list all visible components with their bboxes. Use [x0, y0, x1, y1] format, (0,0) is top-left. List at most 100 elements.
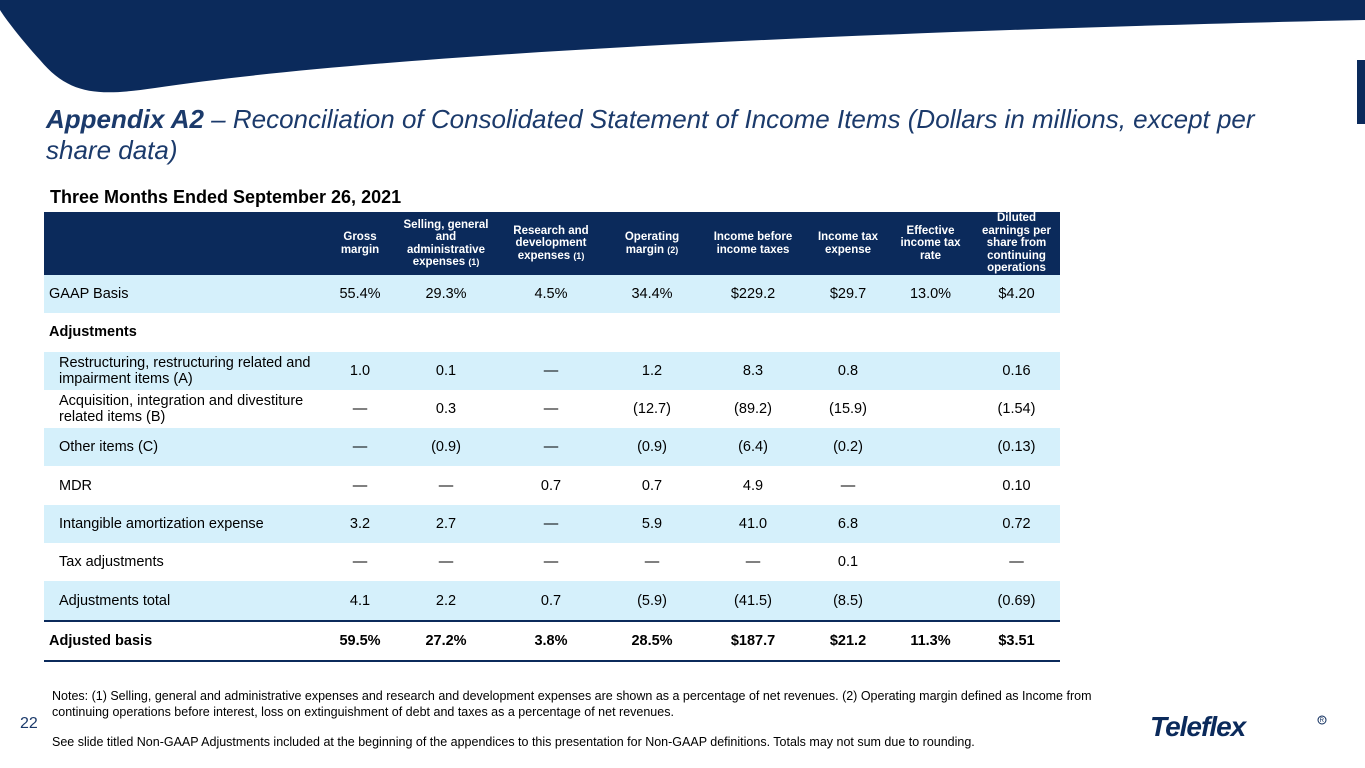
cell: — [496, 504, 606, 544]
cell [324, 313, 396, 351]
cell: — [352, 401, 368, 418]
edge-accent-bar [1357, 60, 1365, 124]
table-row: Adjusted basis 59.5% 27.2% 3.8% 28.5% $1… [44, 620, 1060, 662]
cell: 55.4% [324, 275, 396, 314]
cell [888, 543, 973, 581]
cell [888, 390, 973, 428]
table-period-heading: Three Months Ended September 26, 2021 [50, 187, 402, 207]
header-cell: Gross margin [324, 212, 396, 275]
cell: (6.4) [698, 428, 808, 467]
cell: 13.0% [888, 275, 973, 314]
cell: — [438, 554, 454, 571]
table-row: Adjustments [44, 313, 1060, 351]
header-cell: Diluted earnings per share from continui… [973, 212, 1060, 275]
table-row: Other items (C) — (0.9) — (0.9) (6.4) (0… [44, 428, 1060, 467]
cell [698, 313, 808, 351]
cell: 4.9 [742, 477, 764, 494]
cell: 2.2 [396, 581, 496, 622]
cell: (0.9) [606, 428, 698, 467]
cell: 0.7 [641, 477, 663, 494]
row-label: Intangible amortization expense [44, 504, 324, 544]
title-bold: Appendix A2 [46, 104, 204, 134]
cell: 8.3 [698, 351, 808, 390]
page-title: Appendix A2 – Reconciliation of Consolid… [46, 104, 1326, 166]
cell: 28.5% [606, 620, 698, 662]
cell: 0.3 [435, 401, 457, 418]
cell: (41.5) [698, 581, 808, 622]
cell: (8.5) [808, 581, 888, 622]
cell: 0.8 [808, 351, 888, 390]
cell: — [352, 554, 368, 571]
cell: $3.51 [973, 620, 1060, 662]
page-number: 22 [20, 715, 38, 732]
cell: — [352, 477, 368, 494]
cell: $4.20 [973, 275, 1060, 314]
header-banner [0, 0, 1365, 93]
cell: (0.69) [973, 581, 1060, 622]
reconciliation-table: Gross margin Selling, general and admini… [44, 212, 1060, 662]
cell: (89.2) [734, 401, 772, 418]
table-row: Adjustments total 4.1 2.2 0.7 (5.9) (41.… [44, 581, 1060, 622]
row-label: Adjusted basis [44, 620, 324, 662]
svg-text:Teleflex: Teleflex [1150, 712, 1248, 740]
cell: 5.9 [606, 504, 698, 544]
cell: 27.2% [396, 620, 496, 662]
cell: (5.9) [606, 581, 698, 622]
cell: 0.72 [973, 504, 1060, 544]
title-rest: – Reconciliation of Consolidated Stateme… [46, 104, 1255, 165]
cell: (15.9) [829, 401, 867, 418]
cell: 0.1 [396, 351, 496, 390]
cell: 0.16 [973, 351, 1060, 390]
cell: — [644, 554, 660, 571]
cell: (0.2) [808, 428, 888, 467]
table-row: Tax adjustments — — — — — 0.1 — [44, 543, 1060, 581]
cell [888, 351, 973, 390]
header-blank [44, 212, 324, 275]
cell: — [840, 477, 856, 494]
cell: 1.0 [324, 351, 396, 390]
row-label: Acquisition, integration and divestiture… [59, 393, 304, 426]
cell: 1.2 [606, 351, 698, 390]
cell [888, 581, 973, 622]
row-label: Adjustments [49, 324, 137, 341]
cell [973, 313, 1060, 351]
table-row: Acquisition, integration and divestiture… [44, 390, 1060, 428]
row-label: Restructuring, restructuring related and… [44, 351, 324, 390]
cell: — [745, 554, 761, 571]
cell: $187.7 [698, 620, 808, 662]
cell [888, 466, 973, 504]
cell: $29.7 [808, 275, 888, 314]
cell: 34.4% [606, 275, 698, 314]
footnote-definitions: Notes: (1) Selling, general and administ… [52, 689, 1092, 719]
table-row: MDR — — 0.7 0.7 4.9 — 0.10 [44, 466, 1060, 504]
header-cell: Income before income taxes [698, 212, 808, 275]
cell: 0.7 [496, 581, 606, 622]
cell: 0.1 [837, 554, 859, 571]
cell: — [324, 428, 396, 467]
cell: 6.8 [808, 504, 888, 544]
cell: 0.10 [1002, 477, 1031, 494]
table-row: Intangible amortization expense 3.2 2.7 … [44, 504, 1060, 544]
table-header-row: Gross margin Selling, general and admini… [44, 212, 1060, 275]
cell: $229.2 [698, 275, 808, 314]
cell [396, 313, 496, 351]
row-label: MDR [59, 477, 93, 494]
cell: — [1009, 554, 1024, 571]
cell: 4.1 [324, 581, 396, 622]
cell: 3.8% [496, 620, 606, 662]
svg-text:R: R [1320, 718, 1325, 724]
cell: (0.9) [396, 428, 496, 467]
cell: 29.3% [396, 275, 496, 314]
cell: (1.54) [997, 401, 1036, 418]
cell: $21.2 [808, 620, 888, 662]
row-label: GAAP Basis [44, 275, 324, 314]
cell: 0.7 [540, 477, 562, 494]
cell: 59.5% [324, 620, 396, 662]
row-label: Tax adjustments [59, 554, 164, 571]
cell: (12.7) [633, 401, 671, 418]
header-cell: Income tax expense [808, 212, 888, 275]
cell: — [543, 554, 559, 571]
footnote-rounding: See slide titled Non-GAAP Adjustments in… [52, 735, 975, 749]
cell: 11.3% [888, 620, 973, 662]
cell: 41.0 [698, 504, 808, 544]
